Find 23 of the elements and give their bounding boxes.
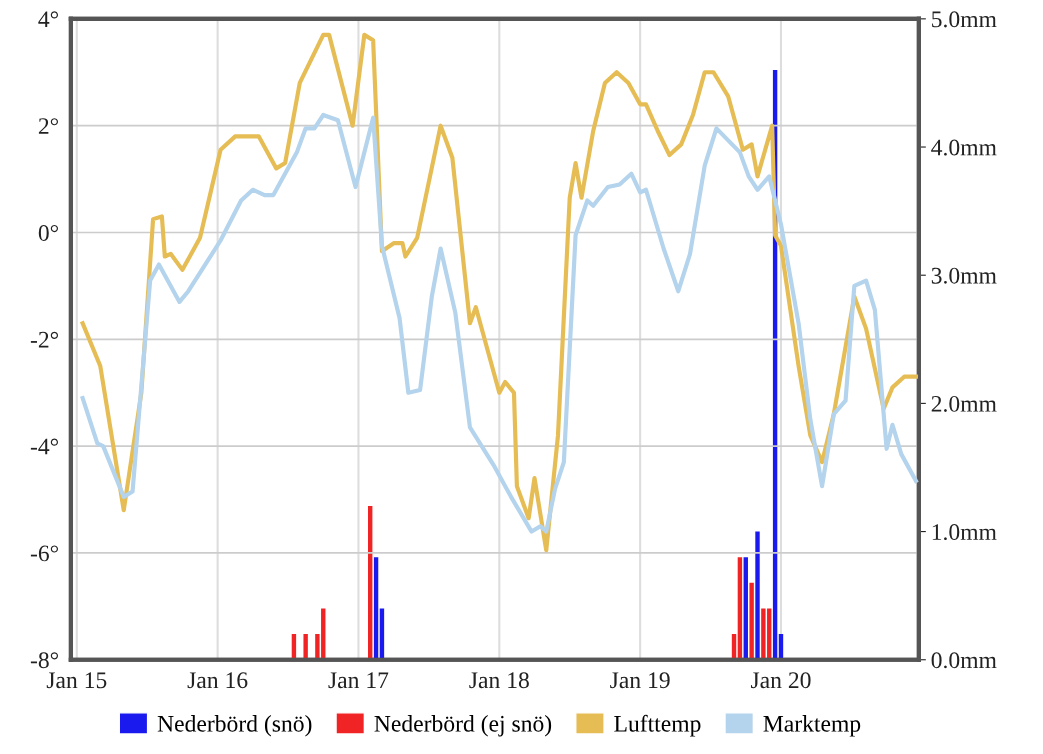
- y-tick-label: -8°: [30, 652, 58, 669]
- y-tick-label: 0°: [38, 224, 58, 241]
- y-tick-label: -4°: [30, 438, 58, 455]
- y2-tick-label: 0.0mm: [931, 652, 997, 669]
- x-tick-label: Jan 19: [610, 672, 670, 689]
- x-tick-label: Jan 17: [328, 672, 389, 689]
- y2-tick-label: 1.0mm: [932, 524, 997, 541]
- x-tick-label: Jan 20: [750, 672, 811, 689]
- y-tick-label: 2°: [38, 118, 58, 134]
- y2-tick-label: 3.0mm: [931, 267, 997, 284]
- x-tick-label: Jan 16: [187, 672, 248, 689]
- y-tick-label: 4°: [38, 11, 58, 28]
- legend-label: Marktemp: [763, 715, 861, 737]
- legend-label: Lufttemp: [614, 714, 701, 737]
- x-tick-label: Jan 15: [46, 672, 107, 689]
- legend-label: Nederbörd (snö): [157, 715, 312, 737]
- y-tick-label: -2°: [30, 331, 58, 348]
- y-tick-label: -6°: [30, 545, 58, 562]
- x-tick-label: Jan 18: [469, 672, 529, 689]
- y2-tick-label: 2.0mm: [931, 395, 997, 412]
- y2-tick-label: 5.0mm: [932, 11, 997, 28]
- y2-tick-label: 4.0mm: [931, 139, 997, 156]
- legend-label: Nederbörd (ej snö): [374, 715, 552, 737]
